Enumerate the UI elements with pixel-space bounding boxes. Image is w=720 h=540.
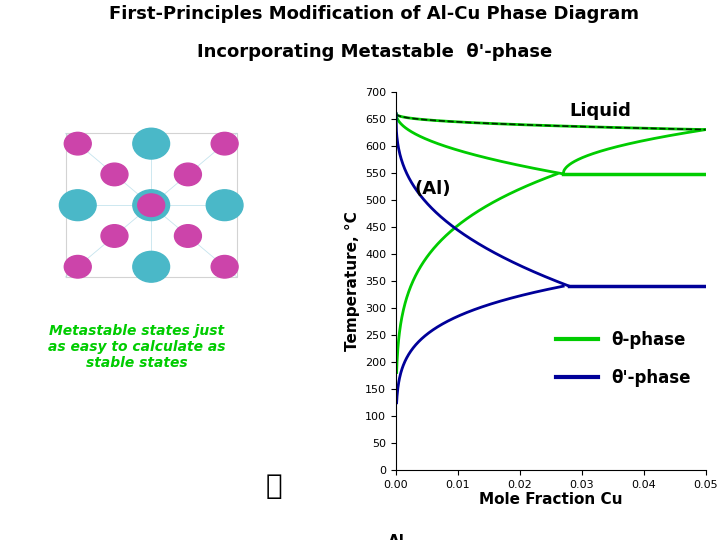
- Circle shape: [64, 255, 91, 278]
- Circle shape: [174, 225, 202, 247]
- Circle shape: [64, 132, 91, 155]
- Circle shape: [174, 163, 202, 186]
- Text: First-Principles Modification of Al-Cu Phase Diagram: First-Principles Modification of Al-Cu P…: [109, 5, 639, 23]
- Circle shape: [211, 255, 238, 278]
- X-axis label: Mole Fraction Cu: Mole Fraction Cu: [479, 492, 623, 507]
- Text: Liquid: Liquid: [570, 102, 631, 119]
- Text: Incorporating Metastable  θ'-phase: Incorporating Metastable θ'-phase: [197, 43, 552, 61]
- Y-axis label: Temperature, °C: Temperature, °C: [345, 211, 359, 350]
- Text: Metastable states just
as easy to calculate as
stable states: Metastable states just as easy to calcul…: [48, 324, 225, 370]
- Circle shape: [133, 190, 170, 220]
- Text: (Al): (Al): [415, 180, 451, 198]
- Circle shape: [138, 194, 165, 217]
- Legend: θ-phase, θ'-phase: θ-phase, θ'-phase: [549, 324, 697, 394]
- Circle shape: [101, 225, 128, 247]
- Circle shape: [60, 190, 96, 220]
- Circle shape: [133, 252, 170, 282]
- Circle shape: [211, 132, 238, 155]
- Circle shape: [133, 128, 170, 159]
- Text: Al: Al: [387, 534, 405, 540]
- Text: Ⓢ: Ⓢ: [265, 472, 282, 500]
- Circle shape: [207, 190, 243, 220]
- Circle shape: [101, 163, 128, 186]
